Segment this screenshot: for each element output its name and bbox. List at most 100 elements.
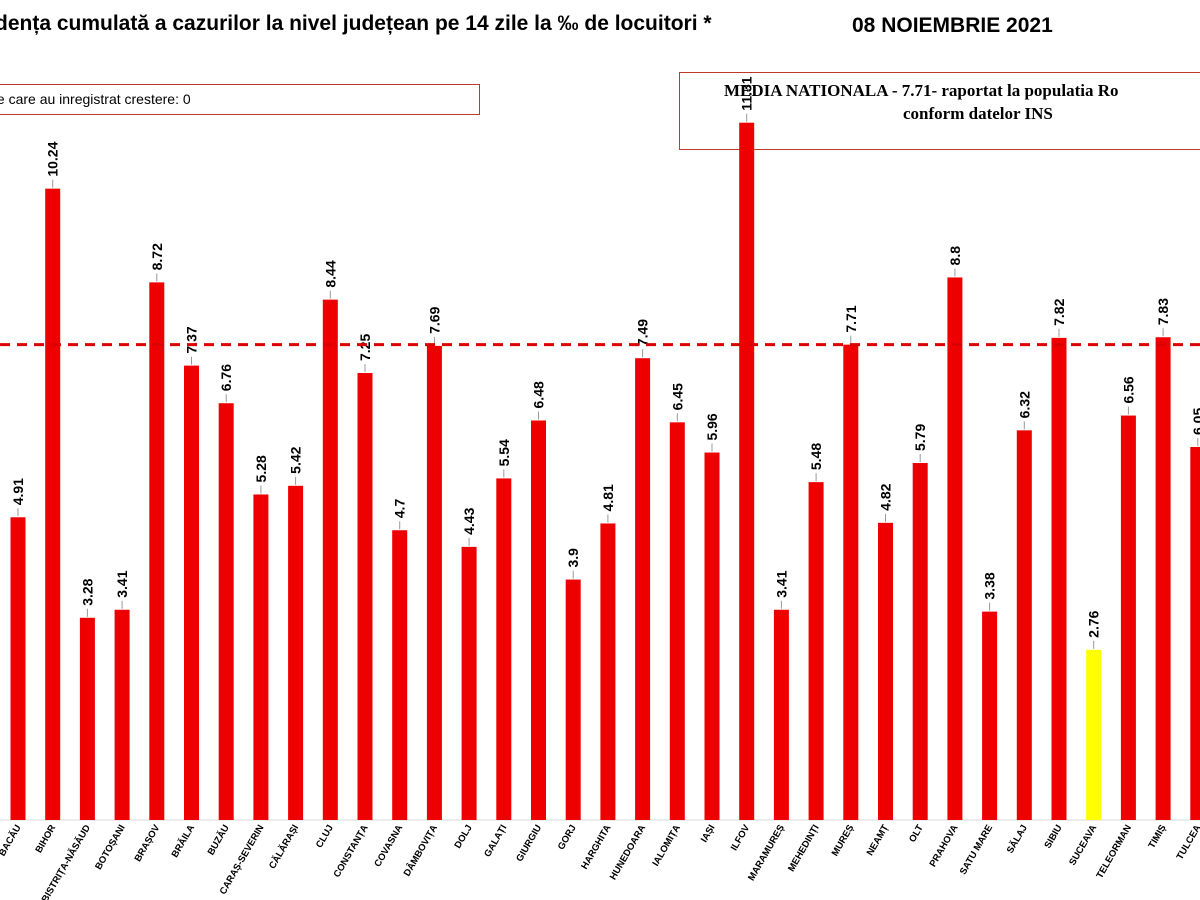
data-label: 7.71 [843, 305, 859, 332]
bar [1016, 430, 1032, 820]
data-label: 6.76 [218, 364, 234, 391]
category-label: CĂLĂRAȘI [267, 823, 301, 871]
bar [531, 420, 546, 820]
data-label: 8.8 [947, 246, 963, 266]
bar [878, 522, 893, 820]
bar [739, 122, 755, 821]
data-label: 11.31 [739, 76, 755, 110]
category-label: BOTOȘANI [93, 823, 128, 872]
data-label: 4.81 [600, 484, 616, 511]
data-label: 3.38 [982, 572, 998, 599]
data-label: 6.48 [531, 381, 547, 408]
category-label: CLUJ [314, 823, 336, 850]
data-label: 3.9 [565, 548, 581, 568]
data-label: 7.69 [426, 306, 442, 333]
data-label: 5.54 [496, 439, 512, 466]
data-label: 7.25 [357, 334, 373, 361]
bar [982, 611, 998, 820]
data-label: 4.43 [461, 507, 477, 534]
category-label: SUCEAVA [1067, 823, 1099, 868]
category-label: OLT [907, 823, 926, 845]
bar [669, 422, 685, 820]
data-label: 4.91 [10, 478, 26, 505]
bar [1190, 446, 1200, 820]
data-label: 7.82 [1051, 298, 1067, 325]
category-label: TIMIȘ [1146, 823, 1168, 850]
bar [79, 617, 95, 820]
data-label: 6.45 [669, 383, 685, 410]
bar [45, 188, 61, 821]
bar [1051, 337, 1067, 820]
data-label: 8.44 [322, 260, 338, 287]
category-label: DOLJ [452, 823, 474, 850]
increase-info-box: te care au inregistrat crestere: 0 [0, 84, 480, 115]
bar [600, 523, 616, 820]
bar [149, 282, 165, 820]
category-label: MARAMUREȘ [746, 823, 787, 883]
data-label: 7.37 [184, 326, 200, 353]
category-label: PRAHOVA [928, 823, 961, 869]
bar [253, 494, 269, 820]
category-label: BUZĂU [206, 823, 232, 857]
category-label: MEHEDINȚI [786, 823, 822, 874]
bar [392, 530, 408, 820]
category-label: GALAȚI [482, 823, 509, 859]
bar [1120, 415, 1136, 820]
data-label: 7.49 [635, 319, 651, 346]
category-label: DÂMBOVIȚA [401, 822, 440, 878]
data-label: 2.76 [1086, 610, 1102, 637]
data-label: 7.83 [1155, 298, 1171, 325]
data-label: 5.28 [253, 455, 269, 482]
category-label: SĂLAJ [1005, 823, 1030, 855]
category-label: IAȘI [699, 823, 718, 845]
category-label: IALOMIȚA [650, 823, 683, 868]
report-date: 08 NOIEMBRIE 2021 [852, 14, 1053, 37]
data-label: 6.05 [1190, 408, 1200, 435]
data-label: 10.24 [45, 141, 61, 176]
data-label: 5.42 [288, 446, 304, 473]
bar [912, 463, 928, 820]
national-average-text: MEDIA NATIONALA - 7.71- raportat la popu… [724, 81, 1119, 100]
category-label: HARGHITA [579, 823, 613, 871]
category-label: COVASNA [372, 823, 405, 869]
bar [808, 482, 824, 820]
national-average-source: conform datelor INS [903, 104, 1053, 123]
category-label: GIURGIU [514, 823, 544, 864]
category-label: MUREȘ [830, 823, 857, 858]
bar [1086, 649, 1102, 820]
data-label: 6.56 [1120, 376, 1136, 403]
bar [704, 452, 720, 820]
data-label: 3.41 [773, 570, 789, 597]
category-label: BIHOR [33, 823, 58, 855]
category-label: TULCEA [1175, 823, 1200, 862]
bar [461, 546, 477, 820]
bar [357, 373, 373, 820]
category-label: BRAȘOV [133, 822, 163, 863]
chart-title: dența cumulată a cazurilor la nivel jude… [0, 12, 712, 35]
increase-info-text: te care au inregistrat crestere: 0 [0, 91, 191, 107]
bar [565, 579, 581, 820]
category-label: BACĂU [0, 823, 24, 858]
bar [184, 365, 199, 820]
bar [773, 609, 789, 820]
category-label: ILFOV [729, 822, 753, 852]
national-average-box: MEDIA NATIONALA - 7.71- raportat la popu… [679, 72, 1200, 150]
category-label: SIBIU [1042, 823, 1064, 851]
category-label: CONSTANȚA [332, 823, 371, 880]
data-label: 5.96 [704, 413, 720, 440]
data-label: 3.41 [114, 570, 130, 597]
bar [114, 609, 130, 820]
bar [10, 517, 26, 820]
bar [322, 299, 338, 820]
category-label: HUNEDOARA [608, 823, 648, 882]
category-label: SATU MARE [958, 823, 995, 877]
bar [1155, 337, 1171, 820]
bar [635, 358, 651, 820]
bar [496, 478, 512, 820]
category-label: TELEORMAN [1094, 823, 1134, 881]
bar [426, 345, 442, 820]
category-label: GORJ [556, 823, 579, 852]
data-label: 4.7 [392, 499, 408, 519]
data-label: 3.28 [79, 578, 95, 605]
